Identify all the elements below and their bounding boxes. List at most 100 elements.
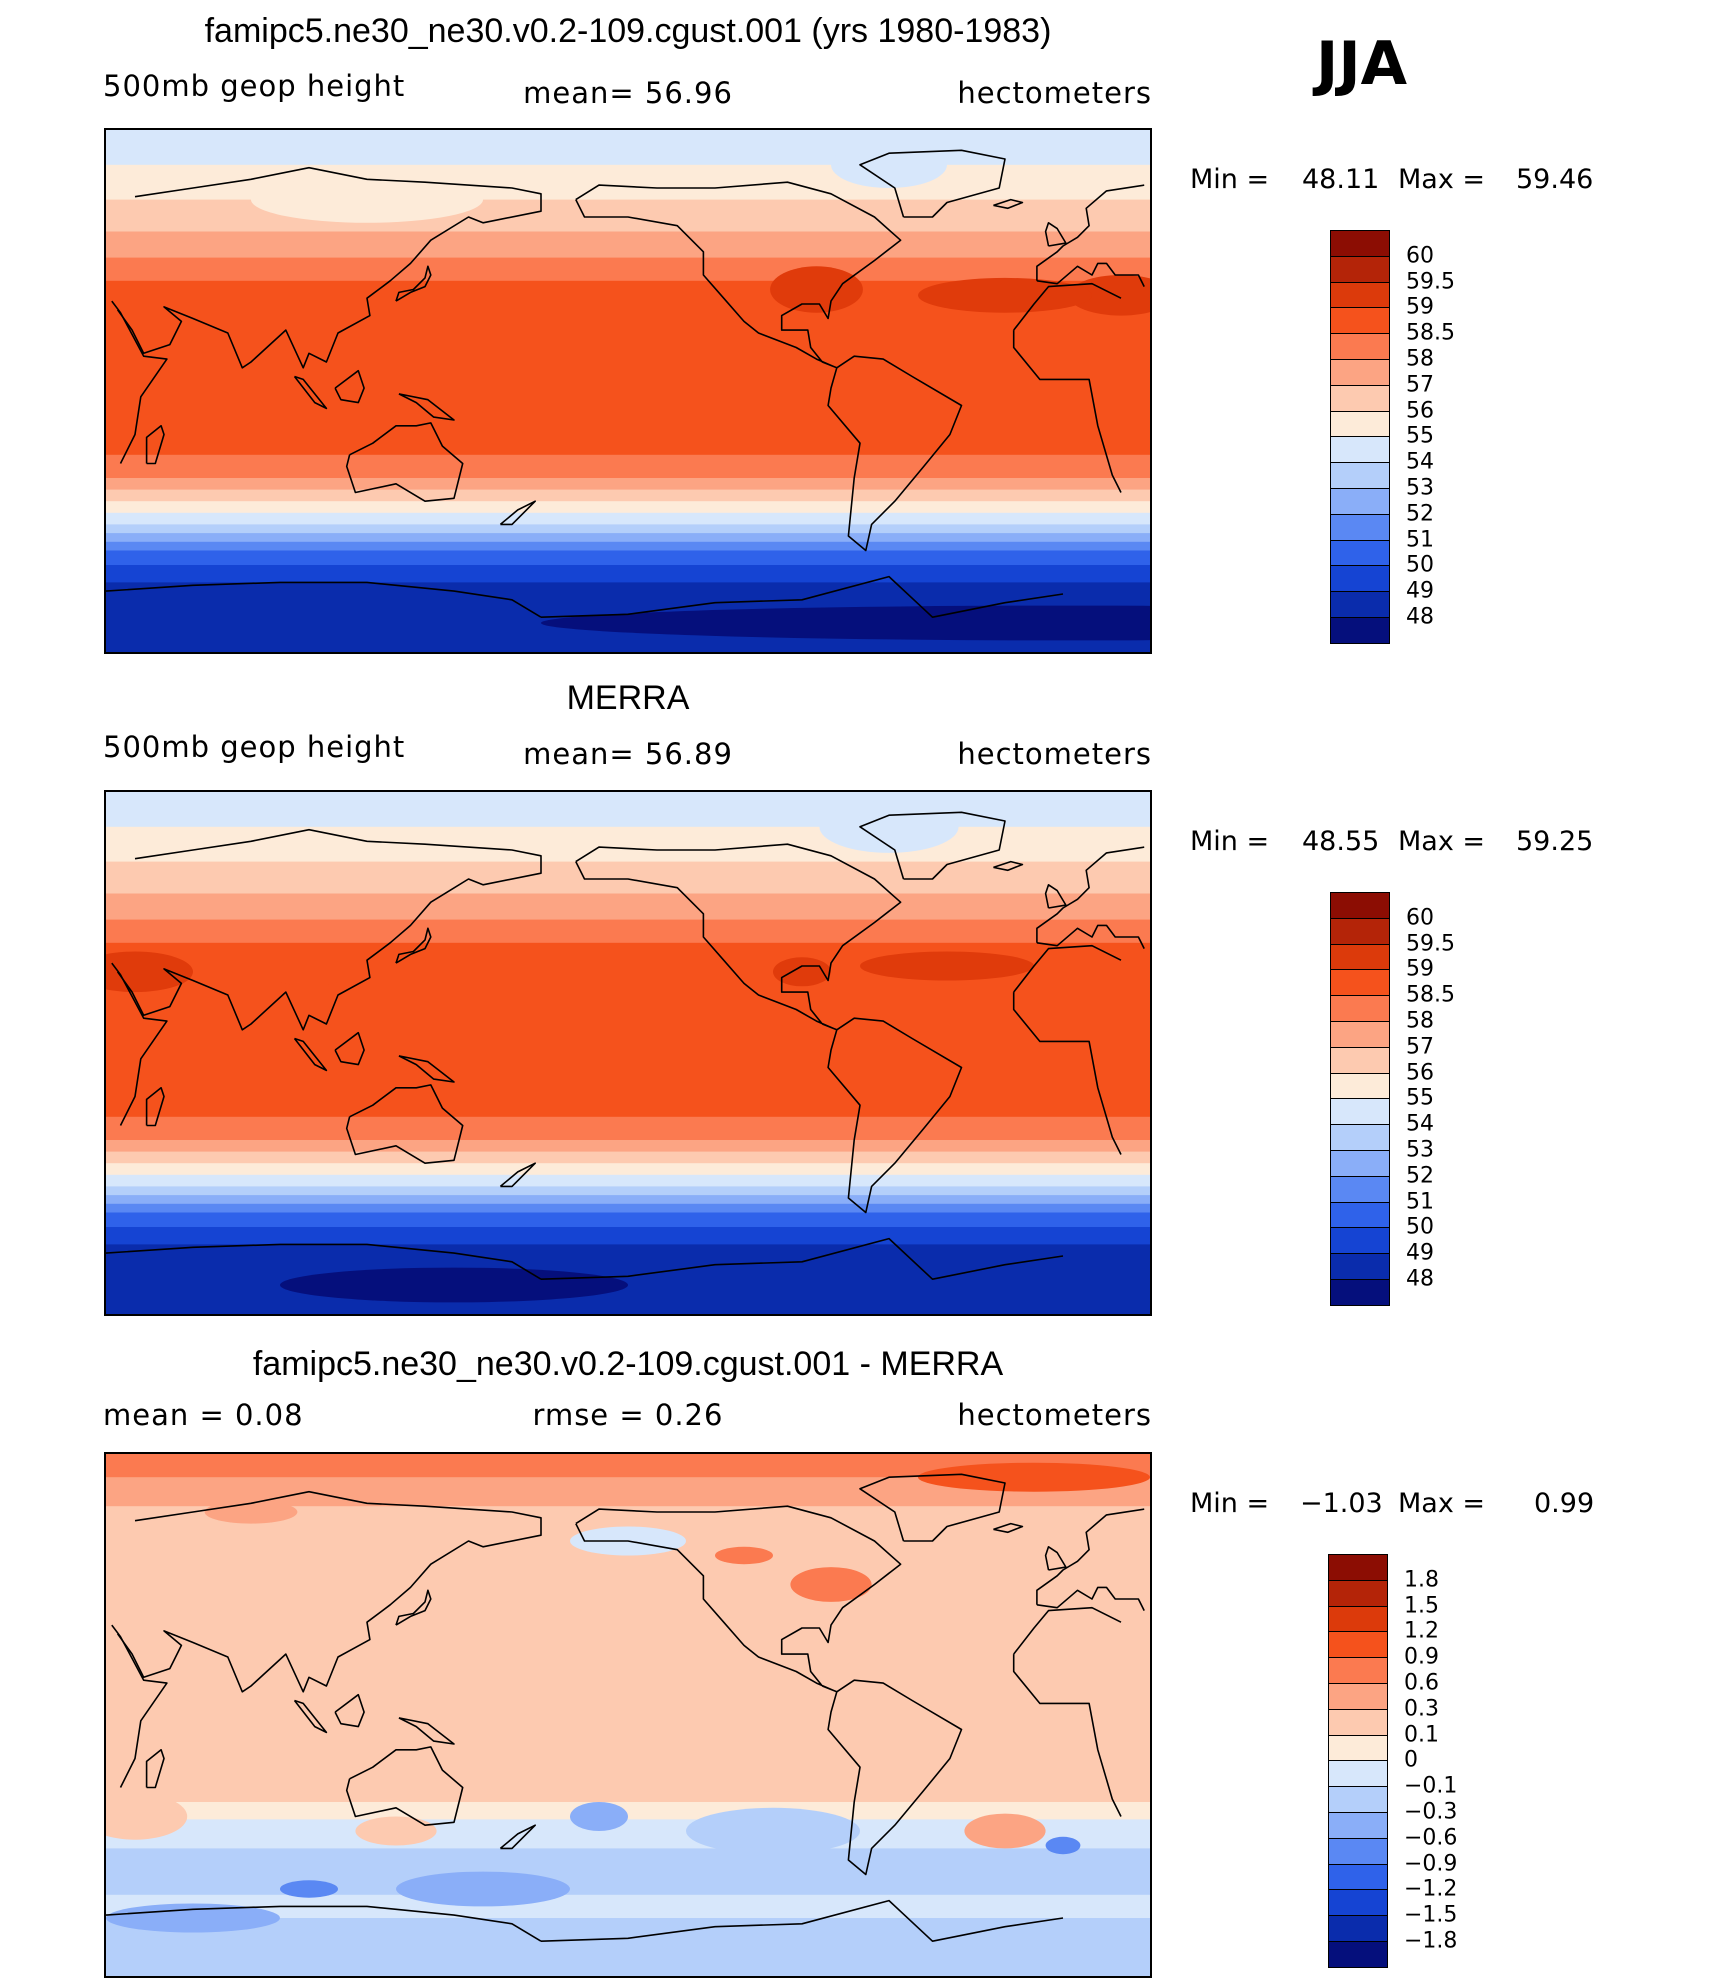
colorbar-box <box>1330 436 1390 464</box>
colorbar-box <box>1330 1098 1390 1126</box>
continent-outline <box>1036 262 1145 287</box>
colorbar-box <box>1330 539 1390 567</box>
contour-band <box>106 1244 1150 1314</box>
continent-outline <box>575 843 902 1031</box>
colorbar-box <box>1328 1941 1388 1968</box>
colorbar-tick-label: 55 <box>1406 423 1434 449</box>
continent-outline <box>499 1162 537 1188</box>
panel-3-units-label: hectometers <box>957 1398 1152 1432</box>
continent-outline <box>1012 1654 1122 1817</box>
contour-band <box>106 1195 1150 1205</box>
continent-outline <box>145 1748 165 1789</box>
contour-region <box>715 1546 773 1565</box>
colorbar-tick-label: 56 <box>1406 398 1434 424</box>
contour-band <box>106 524 1150 534</box>
colorbar-tick-label: 60 <box>1406 905 1434 931</box>
continent-outline <box>398 1717 455 1745</box>
contour-band <box>106 257 1150 282</box>
colorbar-box <box>1330 892 1390 919</box>
colorbar-box <box>1328 1863 1388 1891</box>
colorbar-box <box>1328 1579 1388 1607</box>
continent-outline <box>1036 924 1145 949</box>
contour-band <box>106 1848 1150 1896</box>
continent-outline <box>293 1699 328 1734</box>
colorbar-box <box>1330 333 1390 360</box>
continent-outline <box>1044 1546 1067 1571</box>
contour-band <box>106 1151 1150 1164</box>
contour-region <box>280 1880 338 1898</box>
continent-outline <box>1012 330 1122 493</box>
continent-outline <box>859 811 1006 880</box>
contour-region <box>106 951 193 993</box>
contour-band <box>106 541 1150 551</box>
panel-2-min-text: Min = <box>1190 826 1270 857</box>
panel-3-min-text: Min = <box>1190 1488 1270 1519</box>
continent-outline <box>106 1905 542 1942</box>
contour-band <box>106 512 1150 525</box>
colorbar-box <box>1330 410 1390 438</box>
contour-band <box>106 1163 1150 1176</box>
panel-2-map <box>104 790 1152 1316</box>
continent-outline <box>1013 282 1122 331</box>
panel-1-map <box>104 128 1152 654</box>
colorbar-box <box>1328 1657 1388 1684</box>
contour-region <box>396 1871 570 1907</box>
colorbar-tick-label: 0.1 <box>1404 1722 1439 1748</box>
continent-outline <box>345 1084 464 1165</box>
colorbar-box <box>1330 255 1390 283</box>
colorbar-tick-label: −1.8 <box>1404 1928 1458 1954</box>
colorbar-tick-label: 53 <box>1406 1137 1434 1163</box>
colorbar-tick-label: 51 <box>1406 1189 1434 1215</box>
colorbar-box <box>1328 1631 1388 1659</box>
colorbar-tick-label: 0.6 <box>1404 1670 1439 1696</box>
continent-outline <box>575 181 902 369</box>
contour-region <box>770 266 863 313</box>
colorbar-tick-label: 53 <box>1406 475 1434 501</box>
contour-band <box>106 826 1150 863</box>
contour-band <box>106 533 1150 543</box>
colorbar-box <box>1328 1915 1388 1942</box>
contour-region <box>570 1802 628 1831</box>
contour-band <box>106 1203 1150 1213</box>
colorbar-box <box>1330 1175 1390 1203</box>
colorbar-box <box>1330 1021 1390 1048</box>
continent-outline <box>145 1086 165 1127</box>
continent-outline <box>993 198 1024 210</box>
colorbar-tick-label: 54 <box>1406 1111 1434 1137</box>
continent-outline <box>116 828 542 1031</box>
colorbar-tick-label: −0.9 <box>1404 1851 1458 1877</box>
colorbar-tick-label: 58.5 <box>1406 982 1455 1008</box>
panel-2-mean-label: mean= 56.89 <box>523 737 733 771</box>
continent-outline <box>1036 1586 1145 1611</box>
panel-2-left-label: 500mb geop height <box>103 730 406 764</box>
continent-outline <box>345 422 464 503</box>
contour-band <box>106 1174 1150 1187</box>
colorbar-box <box>1330 943 1390 971</box>
colorbar-box <box>1328 1837 1388 1865</box>
contour-band <box>106 565 1150 583</box>
colorbar-box <box>1330 591 1390 618</box>
colorbar-box <box>1330 1124 1390 1151</box>
colorbar-tick-label: 55 <box>1406 1085 1434 1111</box>
colorbar-tick-label: 57 <box>1406 1034 1434 1060</box>
contour-band <box>106 792 1150 828</box>
continent-outline <box>993 860 1024 872</box>
colorbar-box <box>1330 1201 1390 1229</box>
continent-outline <box>106 1243 542 1280</box>
contour-band <box>106 1546 1150 1803</box>
contour-region <box>790 1567 872 1602</box>
colorbar-box <box>1328 1605 1388 1633</box>
colorbar-box <box>1328 1812 1388 1839</box>
colorbar-tick-label: 58 <box>1406 346 1434 372</box>
continent-outline <box>395 1589 432 1626</box>
continent-outline <box>993 1522 1024 1534</box>
colorbar-box <box>1330 1150 1390 1177</box>
contour-region <box>1045 1836 1081 1855</box>
colorbar-tick-label: 1.5 <box>1404 1593 1439 1619</box>
colorbar-box <box>1328 1708 1388 1736</box>
contour-region <box>819 800 959 853</box>
colorbar-tick-label: 1.2 <box>1404 1618 1439 1644</box>
contour-band <box>106 919 1150 944</box>
colorbar-box <box>1330 513 1390 541</box>
colorbar-box <box>1330 1253 1390 1280</box>
